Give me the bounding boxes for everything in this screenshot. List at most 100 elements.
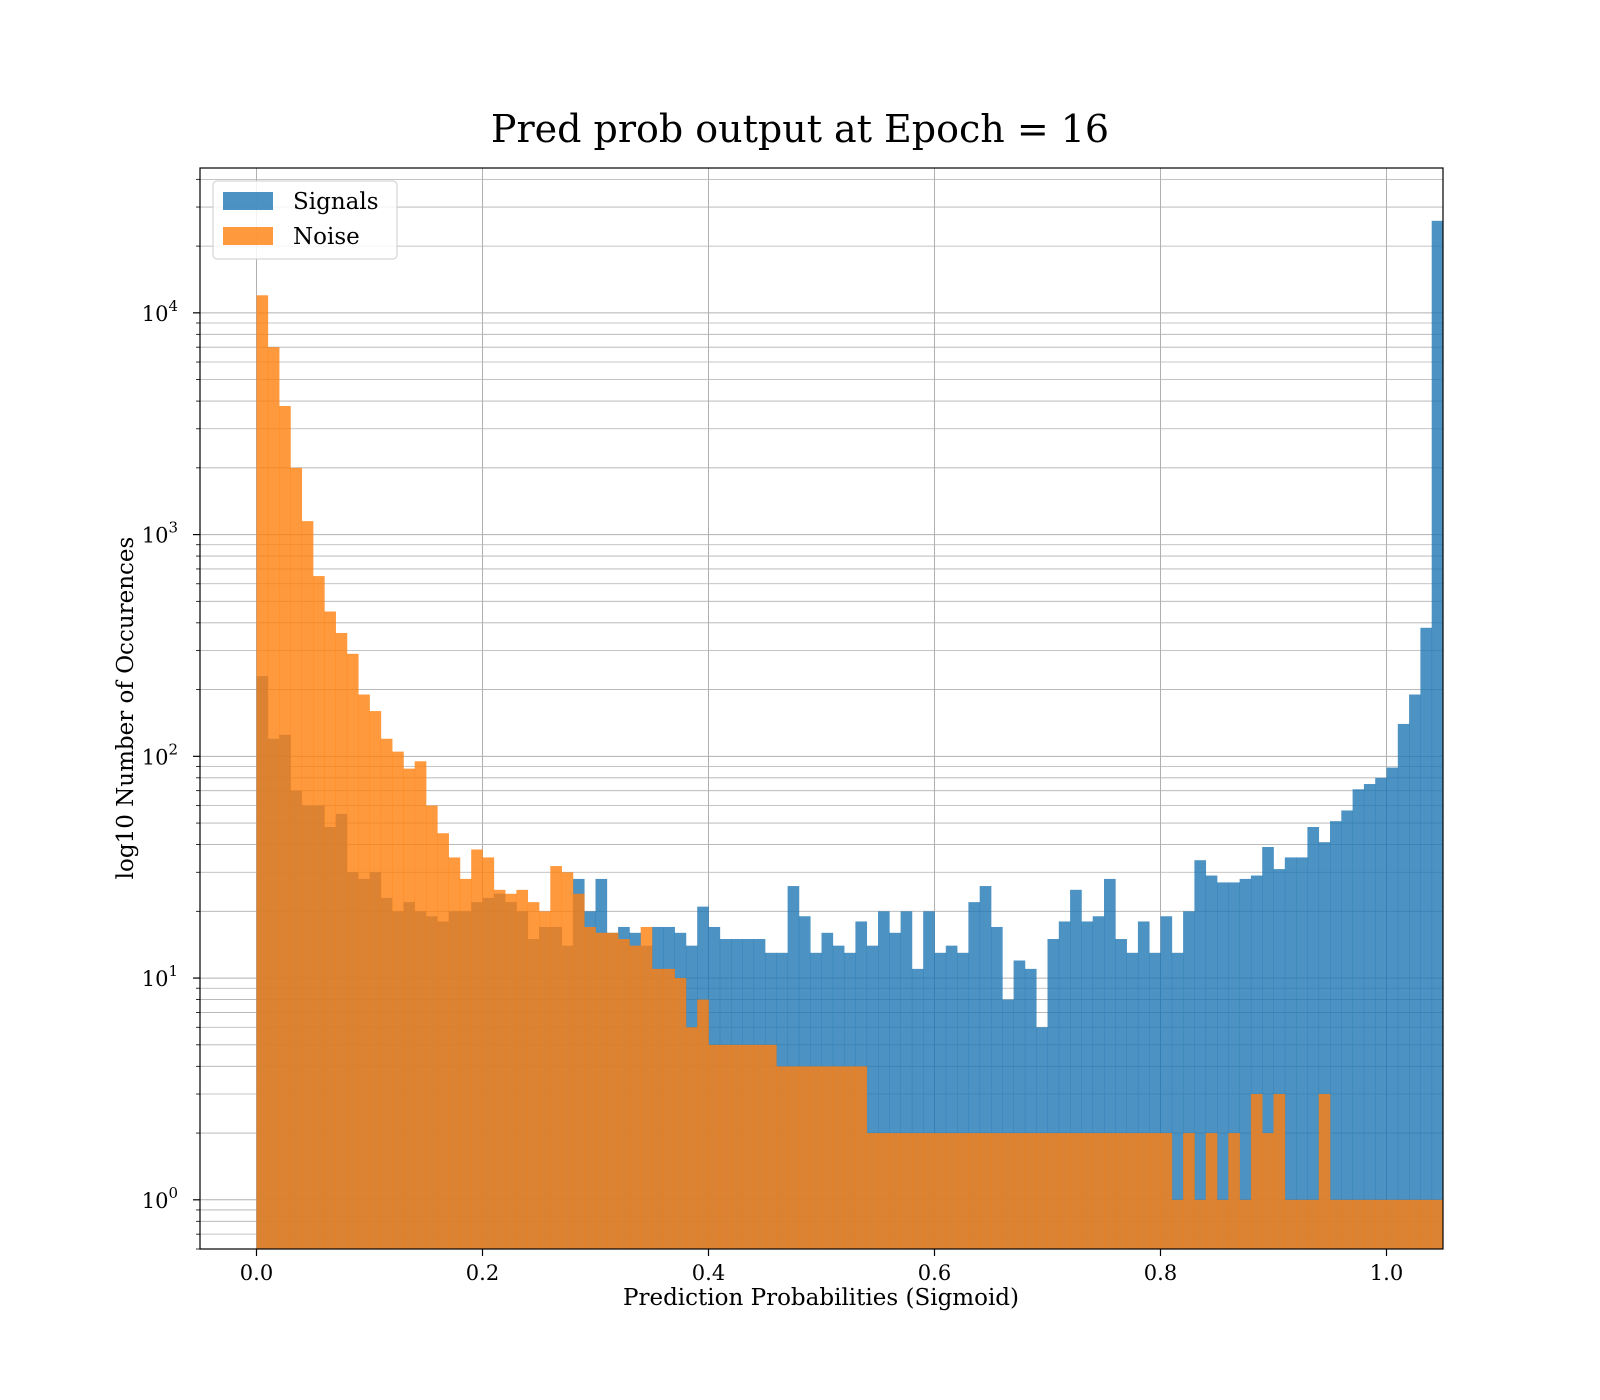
bar-signals xyxy=(889,932,901,1249)
bar-signals xyxy=(1149,952,1161,1249)
bar-noise xyxy=(1273,1094,1286,1249)
bar-noise xyxy=(392,751,404,1249)
bar-signals xyxy=(1081,921,1094,1249)
series-noise xyxy=(256,295,1443,1249)
bar-noise xyxy=(414,761,427,1249)
bar-signals xyxy=(1002,999,1014,1249)
histogram-bars xyxy=(256,220,1443,1249)
bar-noise xyxy=(1262,1133,1274,1249)
bar-noise xyxy=(493,889,506,1249)
bar-noise xyxy=(527,902,540,1249)
bar-signals xyxy=(1070,889,1082,1249)
bar-signals xyxy=(923,911,935,1249)
legend-label-noise: Noise xyxy=(293,224,360,250)
y-axis-label: log10 Number of Occurences xyxy=(113,537,139,880)
bar-noise xyxy=(1250,1094,1263,1249)
bar-noise xyxy=(663,968,675,1249)
bar-noise xyxy=(945,1133,958,1249)
bar-noise xyxy=(1058,1133,1071,1249)
bar-noise xyxy=(1092,1133,1105,1249)
bar-signals xyxy=(900,911,913,1249)
bar-noise xyxy=(1024,1133,1037,1249)
bar-signals xyxy=(1047,939,1060,1249)
x-tick-label: 0.0 xyxy=(240,1261,273,1285)
bar-signals xyxy=(1375,777,1387,1249)
bar-signals xyxy=(1228,882,1240,1249)
plot-frame xyxy=(199,167,1444,1250)
bar-signals xyxy=(1284,857,1297,1249)
bar-noise xyxy=(290,467,303,1249)
legend: Signals Noise xyxy=(212,180,398,260)
bar-noise xyxy=(810,1066,822,1249)
bar-noise xyxy=(1352,1199,1365,1249)
bar-noise xyxy=(855,1066,868,1249)
bar-noise xyxy=(369,711,382,1249)
bar-noise xyxy=(832,1066,845,1249)
bar-noise xyxy=(426,805,438,1249)
bar-noise xyxy=(358,694,370,1249)
bar-noise xyxy=(346,653,359,1249)
bar-noise xyxy=(878,1133,890,1249)
bar-noise xyxy=(900,1133,913,1249)
bar-noise xyxy=(584,926,596,1249)
bar-noise xyxy=(1420,1199,1433,1249)
bar-noise xyxy=(968,1133,981,1249)
bar-noise xyxy=(550,866,562,1249)
bar-signals xyxy=(1397,723,1410,1249)
bar-noise xyxy=(267,347,280,1249)
bar-signals xyxy=(968,902,981,1249)
bar-noise xyxy=(776,1066,788,1249)
bar-noise xyxy=(1217,1199,1229,1249)
bar-signals xyxy=(878,911,890,1249)
bar-noise xyxy=(640,926,653,1249)
bar-noise xyxy=(753,1044,766,1249)
bar-noise xyxy=(301,521,314,1249)
bar-noise xyxy=(1330,1199,1342,1249)
bar-noise xyxy=(1205,1133,1218,1249)
bar-signals xyxy=(1013,960,1026,1249)
bar-noise xyxy=(1296,1199,1308,1249)
bar-noise xyxy=(866,1133,879,1249)
bar-noise xyxy=(324,611,336,1249)
bar-signals xyxy=(945,945,958,1249)
bar-noise xyxy=(979,1133,992,1249)
x-axis-label: Prediction Probabilities (Sigmoid) xyxy=(623,1285,1019,1311)
bar-noise xyxy=(448,857,461,1249)
bar-signals xyxy=(1431,220,1443,1249)
bar-noise xyxy=(482,857,495,1249)
bar-noise xyxy=(1386,1199,1399,1249)
bar-noise xyxy=(1149,1133,1161,1249)
bar-signals xyxy=(934,952,947,1249)
y-tick-label: 104 xyxy=(142,297,178,326)
bar-noise xyxy=(1341,1199,1353,1249)
bar-noise xyxy=(719,1044,732,1249)
bar-signals xyxy=(1104,878,1116,1249)
chart-title: Pred prob output at Epoch = 16 xyxy=(491,107,1109,151)
bar-noise xyxy=(889,1133,901,1249)
bar-noise xyxy=(572,893,585,1249)
bar-noise xyxy=(1104,1133,1116,1249)
bar-noise xyxy=(606,932,619,1249)
bar-noise xyxy=(911,1133,924,1249)
bar-signals xyxy=(1058,921,1071,1249)
bar-noise xyxy=(1126,1133,1139,1249)
bar-noise xyxy=(798,1066,811,1249)
bar-noise xyxy=(787,1066,800,1249)
bar-signals xyxy=(1024,968,1037,1249)
bar-noise xyxy=(1183,1133,1195,1249)
bar-noise xyxy=(1160,1133,1173,1249)
bar-noise xyxy=(1239,1199,1252,1249)
bar-signals xyxy=(1217,882,1229,1249)
bar-signals xyxy=(1409,694,1421,1249)
bar-signals xyxy=(911,968,924,1249)
bar-noise xyxy=(1363,1199,1376,1249)
bar-noise xyxy=(1284,1199,1297,1249)
bar-signals xyxy=(1341,810,1353,1249)
bar-noise xyxy=(821,1066,834,1249)
x-tick-label: 0.8 xyxy=(1144,1261,1177,1285)
bar-noise xyxy=(1431,1199,1443,1249)
bar-noise xyxy=(1397,1199,1410,1249)
bar-noise xyxy=(335,632,348,1249)
bar-signals xyxy=(1126,952,1139,1249)
